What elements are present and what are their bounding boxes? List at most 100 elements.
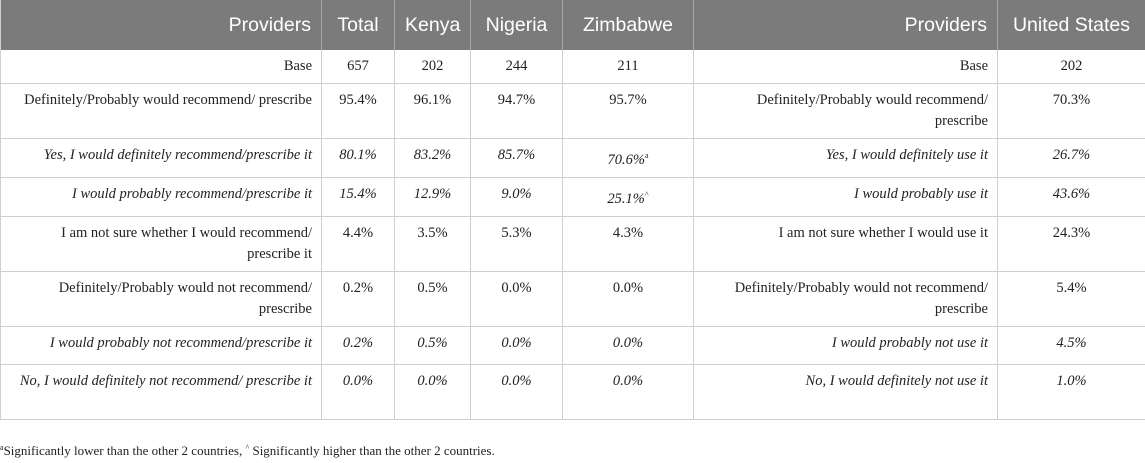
cell-total-text: 95.4%: [339, 92, 377, 108]
cell-zimbabwe-text: 0.0%: [612, 335, 644, 351]
cell-zimbabwe: 0.0%: [562, 364, 694, 420]
cell-united-states: 24.3%: [997, 216, 1145, 272]
row-label: Yes, I would definitely recommend/prescr…: [0, 138, 322, 178]
footnote-mark-b: ^: [245, 443, 250, 452]
row-label: I would probably recommend/prescribe it: [0, 177, 322, 217]
cell-united-states-text: 24.3%: [1052, 225, 1091, 241]
cell-nigeria-text: 0.0%: [501, 280, 532, 296]
cell-kenya: 3.5%: [394, 216, 471, 272]
row-label-us: I would probably use it: [693, 177, 998, 217]
footnote-text-b: Significantly higher than the other 2 co…: [249, 443, 495, 458]
cell-nigeria-text: 85.7%: [497, 147, 536, 163]
cell-total: 0.2%: [321, 271, 395, 327]
cell-nigeria: 9.0%: [470, 177, 563, 217]
cell-nigeria-text: 244: [505, 58, 528, 74]
cell-zimbabwe-text: 0.0%: [612, 280, 644, 296]
row-label: Base: [0, 50, 322, 84]
row-label-us: Definitely/Probably would not recommend/…: [693, 271, 998, 327]
cell-kenya: 83.2%: [394, 138, 471, 178]
cell-total-text: 0.0%: [342, 373, 374, 389]
header-row: Providers Total Kenya Nigeria Zimbabwe P…: [0, 0, 1145, 50]
cell-nigeria-text: 0.0%: [501, 373, 532, 389]
header-providers-us: Providers: [693, 0, 998, 50]
cell-nigeria-text: 0.0%: [501, 335, 532, 351]
cell-zimbabwe-text: 211: [617, 58, 639, 74]
cell-kenya-text: 3.5%: [417, 225, 448, 241]
cell-total: 4.4%: [321, 216, 395, 272]
row-label-text: No, I would definitely not recommend/ pr…: [19, 373, 312, 389]
results-table: Providers Total Kenya Nigeria Zimbabwe P…: [0, 0, 1145, 420]
table-row: Base 657 202 244 211 Base 202: [0, 50, 1145, 84]
row-label-us: Definitely/Probably would recommend/ pre…: [693, 83, 998, 139]
header-united-states: United States: [997, 0, 1145, 50]
header-total: Total: [321, 0, 395, 50]
footnote-mark-a: a: [0, 443, 4, 452]
header-kenya: Kenya: [394, 0, 471, 50]
cell-united-states-text: 70.3%: [1052, 92, 1091, 108]
row-label-us-text: I am not sure whether I would use it: [778, 225, 988, 241]
cell-kenya: 0.5%: [394, 271, 471, 327]
row-label-text: I am not sure whether I would recommend/…: [61, 225, 312, 262]
row-label-us-text: I would probably use it: [854, 186, 988, 202]
row-label-text: Base: [283, 58, 312, 74]
cell-nigeria: 0.0%: [470, 271, 563, 327]
cell-zimbabwe: 4.3%: [562, 216, 694, 272]
table-row: I would probably recommend/prescribe it 1…: [0, 177, 1145, 217]
cell-kenya-text: 202: [421, 58, 444, 74]
row-label-text: Definitely/Probably would recommend/ pre…: [24, 92, 312, 108]
header-providers: Providers: [0, 0, 322, 50]
cell-kenya-text: 0.5%: [417, 280, 448, 296]
cell-kenya-text: 83.2%: [413, 147, 452, 163]
cell-nigeria-text: 5.3%: [501, 225, 532, 241]
row-label-text: I would probably recommend/prescribe it: [71, 186, 312, 202]
row-label-us-text: Definitely/Probably would recommend/ pre…: [756, 92, 988, 129]
cell-kenya: 0.5%: [394, 326, 471, 365]
cell-united-states: 70.3%: [997, 83, 1145, 139]
table-row: No, I would definitely not recommend/ pr…: [0, 364, 1145, 420]
significance-mark: ^: [644, 190, 649, 199]
cell-nigeria: 94.7%: [470, 83, 563, 139]
cell-nigeria: 0.0%: [470, 364, 563, 420]
footnote-text-a: Significantly lower than the other 2 cou…: [3, 443, 246, 458]
significance-mark: a: [644, 151, 649, 160]
row-label-us: Base: [693, 50, 998, 84]
cell-united-states-text: 1.0%: [1056, 373, 1087, 389]
cell-nigeria: 85.7%: [470, 138, 563, 178]
cell-united-states: 1.0%: [997, 364, 1145, 420]
cell-united-states-text: 43.6%: [1052, 186, 1091, 202]
cell-total-text: 15.4%: [339, 186, 377, 202]
cell-nigeria-text: 9.0%: [501, 186, 532, 202]
cell-united-states: 43.6%: [997, 177, 1145, 217]
cell-total-text: 0.2%: [342, 335, 374, 351]
header-nigeria: Nigeria: [470, 0, 563, 50]
table-row: I am not sure whether I would recommend/…: [0, 216, 1145, 272]
cell-united-states: 202: [997, 50, 1145, 84]
row-label-us-text: I would probably not use it: [831, 335, 988, 351]
cell-kenya-text: 96.1%: [413, 92, 452, 108]
cell-united-states-text: 202: [1060, 58, 1083, 74]
cell-total: 95.4%: [321, 83, 395, 139]
cell-united-states: 4.5%: [997, 326, 1145, 365]
cell-zimbabwe-text: 0.0%: [612, 373, 644, 389]
cell-zimbabwe: 211: [562, 50, 694, 84]
cell-nigeria: 0.0%: [470, 326, 563, 365]
cell-kenya: 202: [394, 50, 471, 84]
row-label-us-text: Definitely/Probably would not recommend/…: [734, 280, 988, 317]
cell-total: 80.1%: [321, 138, 395, 178]
table-row: Definitely/Probably would recommend/ pre…: [0, 83, 1145, 139]
cell-total: 0.0%: [321, 364, 395, 420]
cell-total: 657: [321, 50, 395, 84]
cell-zimbabwe-text: 4.3%: [612, 225, 644, 241]
cell-kenya: 96.1%: [394, 83, 471, 139]
cell-united-states: 26.7%: [997, 138, 1145, 178]
row-label: I am not sure whether I would recommend/…: [0, 216, 322, 272]
cell-united-states-text: 4.5%: [1056, 335, 1087, 351]
row-label-us-text: No, I would definitely not use it: [805, 373, 988, 389]
cell-total-text: 4.4%: [342, 225, 374, 241]
row-label-us: No, I would definitely not use it: [693, 364, 998, 420]
table-row: I would probably not recommend/prescribe…: [0, 326, 1145, 365]
row-label-us-text: Base: [959, 58, 988, 74]
row-label: Definitely/Probably would recommend/ pre…: [0, 83, 322, 139]
cell-united-states-text: 26.7%: [1052, 147, 1091, 163]
cell-kenya: 0.0%: [394, 364, 471, 420]
